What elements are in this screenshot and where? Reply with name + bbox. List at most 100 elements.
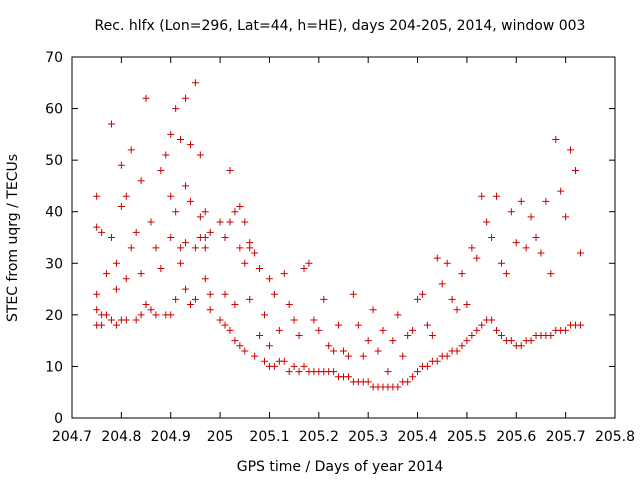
y-axis: 0 10 20 30 40 50 60 70 xyxy=(45,50,615,427)
data-point xyxy=(522,244,530,252)
data-points xyxy=(93,79,584,391)
data-point xyxy=(344,373,352,381)
data-point xyxy=(152,244,160,252)
data-point xyxy=(241,347,249,355)
data-point xyxy=(147,218,155,226)
data-point xyxy=(280,357,288,365)
data-point xyxy=(507,337,515,345)
y-tick-label: 50 xyxy=(45,153,63,169)
data-point xyxy=(93,306,101,314)
data-point xyxy=(236,203,244,211)
data-point xyxy=(310,316,318,324)
data-point xyxy=(300,264,308,272)
data-point xyxy=(547,331,555,339)
data-point xyxy=(177,259,185,267)
data-point xyxy=(502,270,510,278)
y-tick-label: 10 xyxy=(45,359,63,375)
data-point xyxy=(206,228,214,236)
data-point xyxy=(103,311,111,319)
data-point xyxy=(557,187,565,195)
y-tick-label: 20 xyxy=(45,308,63,324)
x-tick-label: 204.9 xyxy=(151,429,191,445)
data-point xyxy=(576,321,584,329)
data-point xyxy=(330,347,338,355)
data-point xyxy=(103,270,111,278)
data-point xyxy=(458,270,466,278)
data-point xyxy=(107,120,115,128)
data-point xyxy=(157,166,165,174)
data-point xyxy=(507,208,515,216)
data-point xyxy=(216,316,224,324)
data-point xyxy=(201,208,209,216)
data-point xyxy=(394,311,402,319)
data-point xyxy=(572,166,580,174)
x-axis-title: GPS time / Days of year 2014 xyxy=(237,459,444,475)
data-point xyxy=(172,295,180,303)
data-point xyxy=(433,254,441,262)
data-point xyxy=(364,337,372,345)
data-point xyxy=(369,306,377,314)
data-point xyxy=(157,264,165,272)
data-point xyxy=(112,259,120,267)
data-point xyxy=(285,368,293,376)
data-point xyxy=(137,177,145,185)
data-point xyxy=(265,342,273,350)
data-point xyxy=(493,192,501,200)
data-point xyxy=(517,197,525,205)
data-point xyxy=(177,136,185,144)
data-point xyxy=(349,290,357,298)
data-point xyxy=(142,301,150,309)
data-point xyxy=(191,295,199,303)
data-point xyxy=(137,311,145,319)
data-point xyxy=(226,218,234,226)
data-point xyxy=(404,378,412,386)
x-tick-label: 205.3 xyxy=(348,429,388,445)
data-point xyxy=(241,218,249,226)
x-tick-label: 205.2 xyxy=(299,429,339,445)
data-point xyxy=(478,321,486,329)
data-point xyxy=(182,94,190,102)
data-point xyxy=(216,218,224,226)
data-point xyxy=(167,192,175,200)
data-point xyxy=(473,326,481,334)
data-point xyxy=(542,197,550,205)
data-point xyxy=(142,94,150,102)
data-point xyxy=(300,362,308,370)
data-point xyxy=(147,306,155,314)
y-tick-label: 0 xyxy=(54,411,63,427)
data-point xyxy=(478,192,486,200)
data-point xyxy=(122,192,130,200)
data-point xyxy=(438,280,446,288)
data-point xyxy=(196,213,204,221)
data-point xyxy=(567,146,575,154)
data-point xyxy=(182,285,190,293)
data-point xyxy=(221,234,229,241)
data-point xyxy=(414,368,422,376)
data-point xyxy=(423,321,431,329)
data-point xyxy=(562,213,570,221)
x-tick-label: 204.8 xyxy=(101,429,141,445)
data-point xyxy=(364,378,372,386)
data-point xyxy=(335,321,343,329)
data-point xyxy=(186,301,194,309)
data-point xyxy=(191,244,199,252)
data-point xyxy=(172,105,180,113)
data-point xyxy=(340,347,347,355)
data-point xyxy=(132,228,140,236)
data-point xyxy=(443,352,451,360)
data-point xyxy=(241,259,249,267)
plot-frame xyxy=(71,56,616,419)
data-point xyxy=(463,337,471,345)
data-point xyxy=(488,316,496,324)
data-point xyxy=(231,301,239,309)
x-tick-label: 205.5 xyxy=(447,429,487,445)
data-point xyxy=(167,311,175,319)
data-point xyxy=(453,347,461,355)
data-point xyxy=(493,326,501,334)
data-point xyxy=(221,290,229,298)
data-point xyxy=(152,311,160,319)
data-point xyxy=(201,244,209,252)
chart-title: Rec. hlfx (Lon=296, Lat=44, h=HE), days … xyxy=(95,18,586,34)
data-point xyxy=(418,290,426,298)
